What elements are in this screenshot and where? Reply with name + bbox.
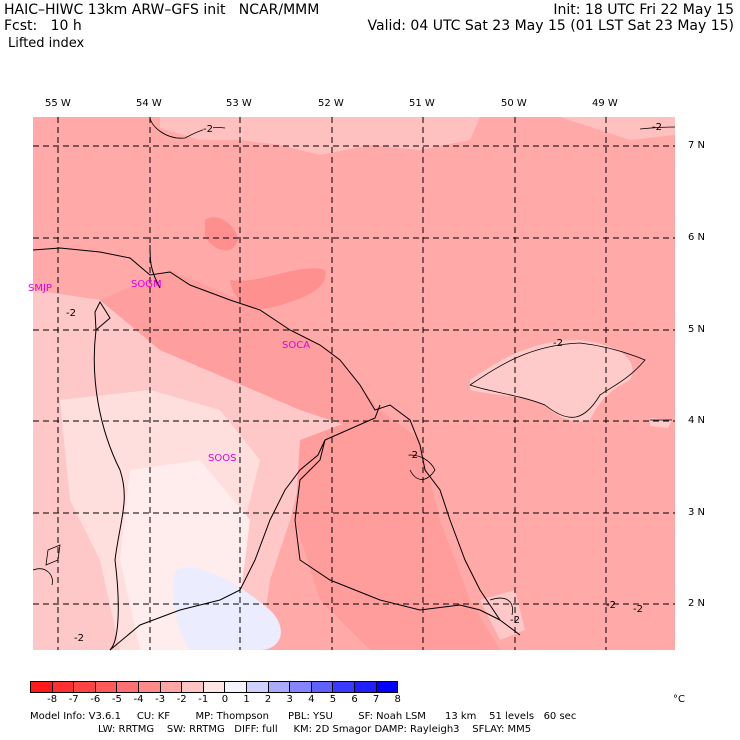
- lat-label: 4 N: [688, 415, 706, 426]
- lat-label: 7 N: [688, 140, 706, 151]
- model-info-line1: Model Info: V3.6.1 CU: KF MP: Thompson P…: [30, 711, 577, 722]
- colorbar-cell: [375, 681, 399, 693]
- lon-label: 51 W: [409, 98, 435, 109]
- lon-label: 53 W: [226, 98, 252, 109]
- contour-label: -2: [74, 633, 84, 644]
- colorbar-tick-label: -7: [68, 694, 79, 705]
- lat-label: 6 N: [688, 232, 706, 243]
- contour-label: -2: [606, 600, 616, 611]
- station-label: SOOS: [208, 453, 237, 464]
- lon-label: 50 W: [501, 98, 527, 109]
- colorbar-cell: [245, 681, 269, 693]
- colorbar-tick-label: -4: [133, 694, 144, 705]
- colorbar-tick-label: -1: [198, 694, 209, 705]
- lon-label: 54 W: [136, 98, 162, 109]
- init-time: Init: 18 UTC Fri 22 May 15: [553, 2, 734, 18]
- colorbar: [30, 681, 399, 693]
- contour-label: -2: [408, 450, 418, 461]
- lat-label: 3 N: [688, 507, 706, 518]
- field-name: Lifted index: [8, 36, 85, 51]
- model-title: HAIC–HIWC 13km ARW–GFS init NCAR/MMM: [4, 2, 320, 18]
- colorbar-cell: [137, 681, 161, 693]
- lat-label: 5 N: [688, 324, 706, 335]
- colorbar-cell: [30, 681, 53, 693]
- forecast-hour: Fcst: 10 h: [4, 18, 82, 34]
- colorbar-tick-label: 1: [243, 694, 250, 705]
- contour-label: -2: [553, 338, 563, 349]
- lon-label: 55 W: [45, 98, 71, 109]
- colorbar-tick-label: 8: [394, 694, 401, 705]
- colorbar-cell: [310, 681, 334, 693]
- colorbar-unit: °C: [673, 694, 685, 705]
- colorbar-tick-label: -5: [111, 694, 122, 705]
- colorbar-tick-label: -2: [176, 694, 187, 705]
- lat-label: 2 N: [688, 598, 706, 609]
- station-label: SMJP: [28, 283, 52, 294]
- contour-label: -2: [66, 308, 76, 319]
- lon-label: 49 W: [592, 98, 618, 109]
- colorbar-cell: [94, 681, 118, 693]
- colorbar-tick-label: 2: [264, 694, 272, 705]
- colorbar-cell: [202, 681, 226, 693]
- colorbar-tick-label: -8: [47, 694, 58, 705]
- model-info-line2: LW: RRTMG SW: RRTMG DIFF: full KM: 2D Sm…: [98, 724, 532, 735]
- valid-time: Valid: 04 UTC Sat 23 May 15 (01 LST Sat …: [367, 18, 734, 34]
- colorbar-cell: [353, 681, 377, 693]
- colorbar-tick-label: 7: [372, 694, 380, 705]
- station-label: SOGM: [131, 279, 162, 290]
- colorbar-tick-label: 4: [308, 694, 315, 705]
- colorbar-cell: [224, 681, 247, 693]
- colorbar-cell: [181, 681, 204, 693]
- contour-label: -2: [510, 615, 520, 626]
- colorbar-cell: [289, 681, 312, 693]
- lon-label: 52 W: [318, 98, 344, 109]
- colorbar-cell: [332, 681, 355, 693]
- colorbar-tick-label: 0: [221, 694, 229, 705]
- colorbar-cell: [267, 681, 291, 693]
- colorbar-cell: [159, 681, 183, 693]
- colorbar-tick-label: 5: [329, 694, 337, 705]
- station-label: SOCA: [282, 340, 311, 351]
- contour-label: -2: [652, 122, 662, 133]
- colorbar-tick-label: -3: [155, 694, 166, 705]
- colorbar-tick-label: 6: [351, 694, 358, 705]
- colorbar-cell: [116, 681, 139, 693]
- colorbar-tick-label: 3: [286, 694, 293, 705]
- contour-label: -2: [633, 604, 643, 615]
- contour-label: -2: [203, 124, 213, 135]
- colorbar-cell: [73, 681, 96, 693]
- colorbar-tick-label: -6: [90, 694, 101, 705]
- colorbar-cell: [51, 681, 75, 693]
